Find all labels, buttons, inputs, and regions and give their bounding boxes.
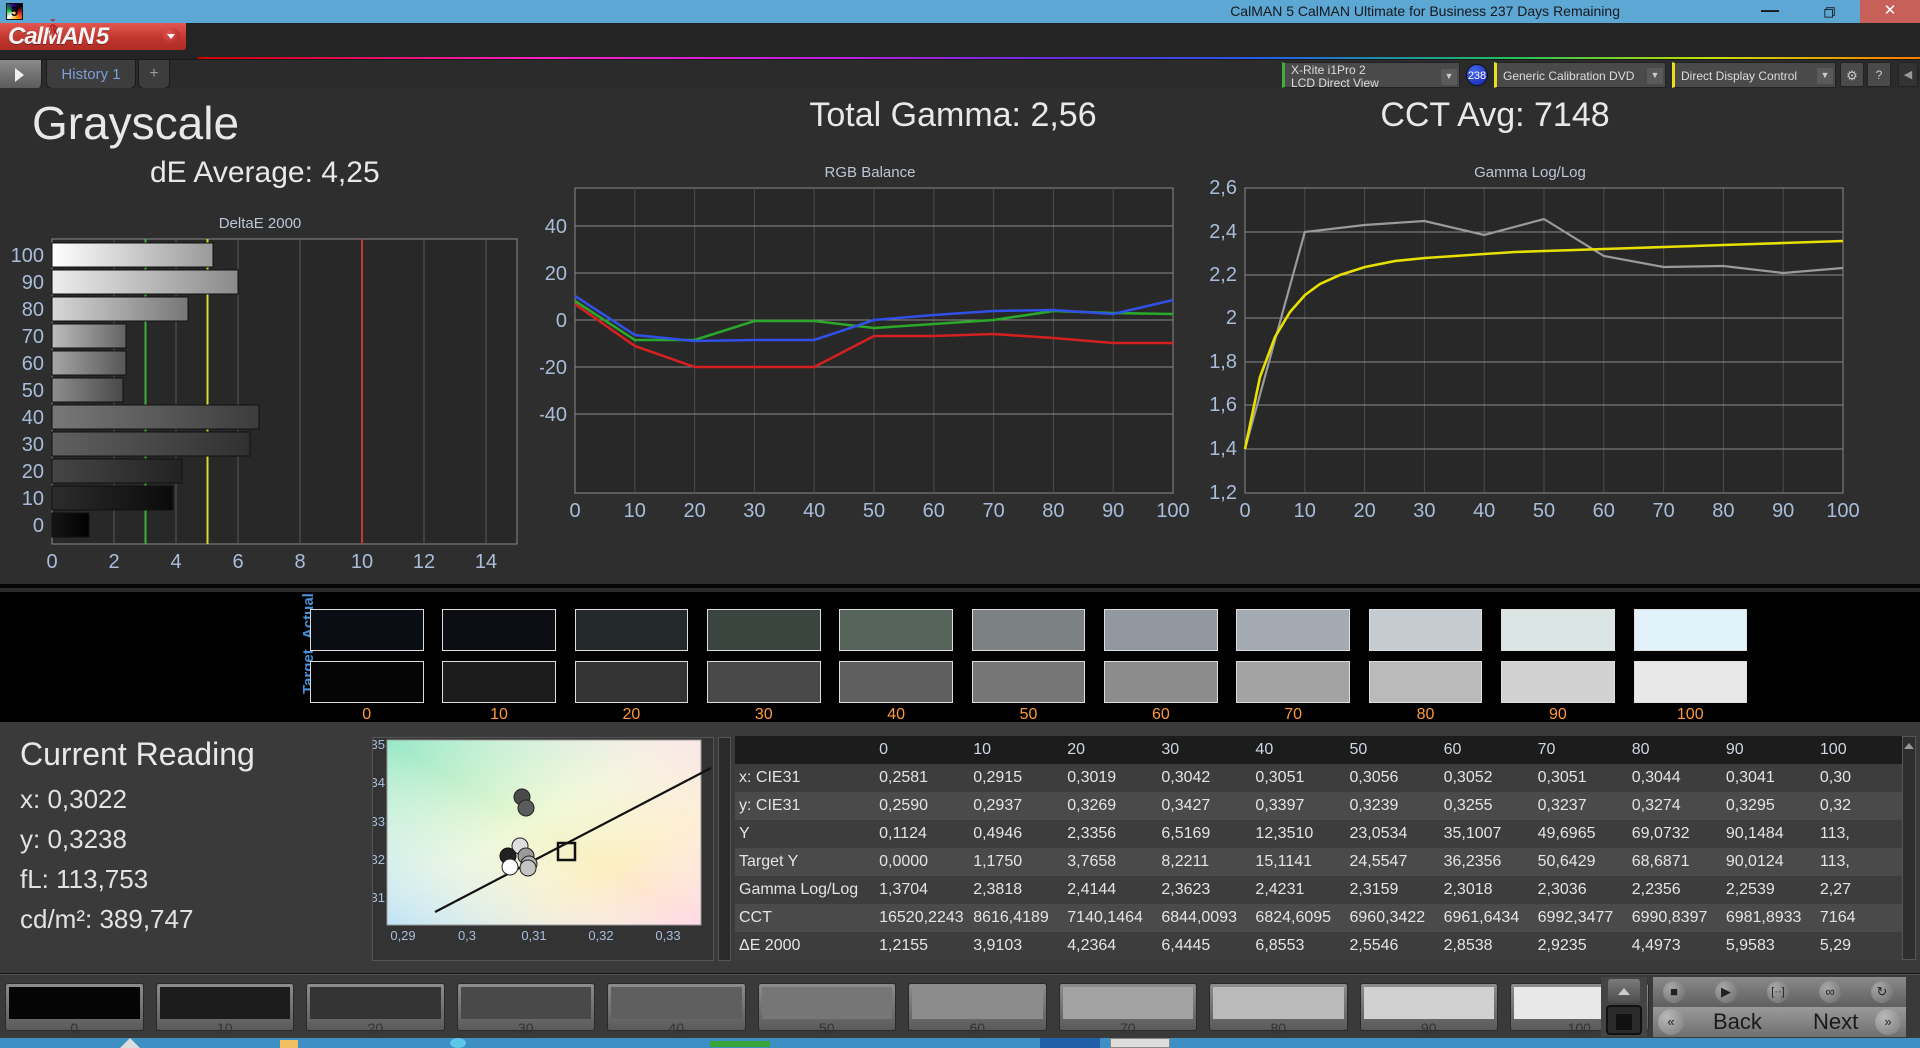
- svg-text:RGB Balance: RGB Balance: [825, 164, 916, 181]
- svg-text:10: 10: [1294, 500, 1316, 522]
- svg-text:100: 100: [1826, 500, 1859, 522]
- svg-text:70: 70: [982, 500, 1004, 522]
- svg-text:-40: -40: [540, 404, 567, 426]
- svg-text:20: 20: [683, 500, 705, 522]
- svg-text:40: 40: [1473, 500, 1495, 522]
- svg-text:12: 12: [413, 551, 435, 573]
- svg-text:0,31: 0,31: [373, 890, 385, 905]
- svg-text:20: 20: [22, 461, 44, 483]
- svg-text:0,33: 0,33: [373, 814, 385, 829]
- svg-text:100: 100: [11, 245, 44, 267]
- svg-text:6: 6: [232, 551, 243, 573]
- svg-text:20: 20: [545, 263, 567, 285]
- svg-text:8: 8: [294, 551, 305, 573]
- svg-text:30: 30: [1413, 500, 1435, 522]
- svg-text:70: 70: [22, 326, 44, 348]
- svg-text:14: 14: [475, 551, 497, 573]
- svg-text:0: 0: [46, 551, 57, 573]
- svg-text:80: 80: [1712, 500, 1734, 522]
- svg-text:1,6: 1,6: [1209, 394, 1237, 416]
- svg-text:Gamma Log/Log: Gamma Log/Log: [1474, 164, 1586, 181]
- svg-text:0,3: 0,3: [458, 928, 476, 943]
- svg-text:90: 90: [1772, 500, 1794, 522]
- svg-text:0,31: 0,31: [521, 928, 546, 943]
- svg-text:1,8: 1,8: [1209, 351, 1237, 373]
- svg-text:0: 0: [33, 515, 44, 537]
- svg-text:30: 30: [743, 500, 765, 522]
- svg-text:0,35: 0,35: [373, 738, 385, 752]
- svg-text:2,2: 2,2: [1209, 264, 1237, 286]
- svg-text:2,4: 2,4: [1209, 221, 1237, 243]
- svg-text:0: 0: [569, 500, 580, 522]
- svg-text:-20: -20: [540, 357, 567, 379]
- svg-text:10: 10: [22, 488, 44, 510]
- svg-text:20: 20: [1353, 500, 1375, 522]
- svg-text:60: 60: [1593, 500, 1615, 522]
- svg-text:50: 50: [22, 380, 44, 402]
- svg-text:0: 0: [556, 310, 567, 332]
- svg-text:2: 2: [108, 551, 119, 573]
- svg-text:0,33: 0,33: [655, 928, 680, 943]
- svg-text:50: 50: [863, 500, 885, 522]
- svg-text:0,32: 0,32: [588, 928, 613, 943]
- svg-text:90: 90: [22, 272, 44, 294]
- svg-text:1,2: 1,2: [1209, 482, 1237, 504]
- svg-text:80: 80: [22, 299, 44, 321]
- svg-text:0,32: 0,32: [373, 852, 385, 867]
- svg-text:DeltaE 2000: DeltaE 2000: [219, 215, 302, 232]
- svg-text:0,29: 0,29: [390, 928, 415, 943]
- svg-text:40: 40: [545, 216, 567, 238]
- svg-text:90: 90: [1102, 500, 1124, 522]
- svg-text:0,34: 0,34: [373, 775, 385, 790]
- svg-text:50: 50: [1533, 500, 1555, 522]
- svg-text:40: 40: [803, 500, 825, 522]
- svg-text:2: 2: [1226, 307, 1237, 329]
- svg-text:40: 40: [22, 407, 44, 429]
- svg-text:10: 10: [624, 500, 646, 522]
- svg-text:4: 4: [170, 551, 181, 573]
- svg-text:30: 30: [22, 434, 44, 456]
- svg-text:1,4: 1,4: [1209, 438, 1237, 460]
- svg-text:80: 80: [1042, 500, 1064, 522]
- svg-text:60: 60: [923, 500, 945, 522]
- svg-text:2,6: 2,6: [1209, 177, 1237, 199]
- svg-text:60: 60: [22, 353, 44, 375]
- svg-text:70: 70: [1652, 500, 1674, 522]
- svg-text:10: 10: [351, 551, 373, 573]
- svg-text:0: 0: [1239, 500, 1250, 522]
